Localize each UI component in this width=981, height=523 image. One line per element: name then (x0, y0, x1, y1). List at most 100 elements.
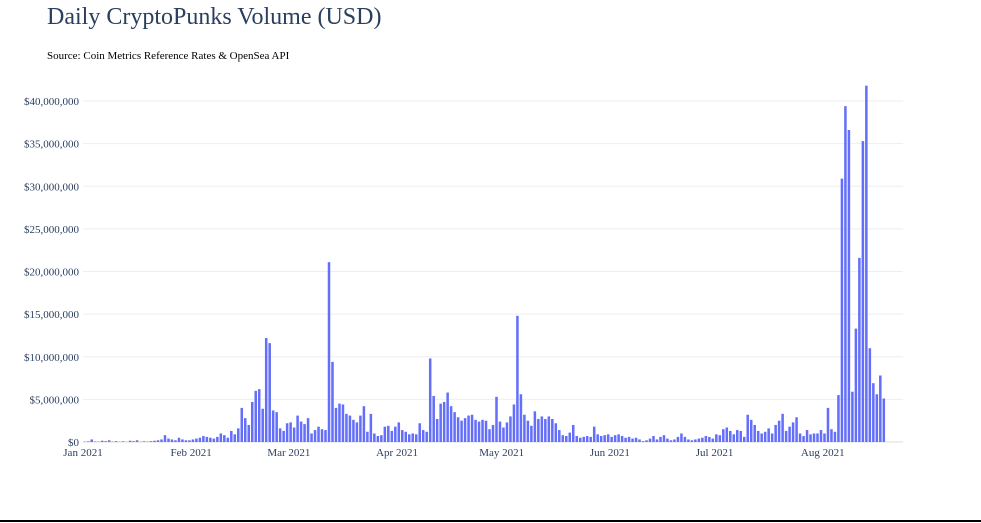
volume-bar[interactable] (383, 426, 387, 442)
volume-bar[interactable] (879, 375, 882, 442)
volume-bar[interactable] (565, 436, 568, 442)
volume-bar[interactable] (477, 421, 481, 442)
volume-bar[interactable] (610, 436, 613, 442)
volume-bar[interactable] (359, 415, 362, 442)
volume-bar[interactable] (578, 437, 582, 442)
volume-bar[interactable] (683, 436, 687, 442)
volume-bar[interactable] (303, 424, 306, 442)
volume-bar[interactable] (837, 395, 840, 442)
volume-bar[interactable] (292, 427, 296, 442)
volume-bar[interactable] (219, 433, 223, 442)
volume-bar[interactable] (666, 438, 669, 442)
volume-bar[interactable] (659, 436, 662, 442)
volume-bar[interactable] (512, 404, 516, 442)
volume-bar[interactable] (805, 430, 809, 442)
volume-bar[interactable] (851, 391, 854, 442)
volume-bar[interactable] (753, 424, 756, 442)
volume-bar[interactable] (687, 439, 690, 442)
volume-bar[interactable] (655, 439, 659, 442)
volume-bar[interactable] (195, 438, 198, 442)
volume-bar[interactable] (233, 434, 237, 442)
volume-bar[interactable] (390, 430, 394, 442)
volume-bar[interactable] (205, 436, 209, 442)
volume-bar[interactable] (456, 417, 460, 442)
volume-bar[interactable] (729, 430, 732, 442)
volume-bar[interactable] (526, 420, 530, 442)
volume-bar[interactable] (596, 434, 599, 442)
volume-bar[interactable] (296, 415, 299, 442)
volume-bar[interactable] (313, 430, 317, 442)
volume-bar[interactable] (149, 441, 153, 442)
volume-bar[interactable] (781, 413, 784, 442)
volume-bar[interactable] (592, 426, 596, 442)
volume-bar[interactable] (261, 408, 264, 442)
volume-bar[interactable] (551, 418, 554, 442)
volume-bar[interactable] (463, 418, 467, 442)
volume-bar[interactable] (285, 423, 289, 442)
volume-bar[interactable] (701, 437, 704, 442)
volume-bar[interactable] (334, 407, 338, 442)
volume-bar[interactable] (142, 441, 146, 442)
volume-bar[interactable] (777, 420, 781, 442)
volume-bar[interactable] (844, 106, 847, 443)
volume-bar[interactable] (491, 424, 495, 442)
volume-bar[interactable] (411, 433, 415, 442)
volume-bar[interactable] (697, 438, 701, 442)
volume-bar[interactable] (823, 433, 826, 442)
volume-bar[interactable] (746, 414, 749, 442)
volume-bar[interactable] (268, 343, 271, 442)
volume-bar[interactable] (104, 441, 107, 442)
volume-bar[interactable] (114, 441, 118, 442)
volume-bar[interactable] (568, 432, 572, 442)
volume-bar[interactable] (153, 440, 156, 442)
volume-bar[interactable] (230, 430, 233, 442)
volume-bar[interactable] (191, 439, 195, 442)
volume-bar[interactable] (519, 394, 523, 442)
volume-bar[interactable] (467, 415, 470, 442)
volume-bar[interactable] (861, 141, 865, 442)
volume-bar[interactable] (715, 434, 718, 442)
volume-bar[interactable] (348, 415, 352, 442)
volume-bar[interactable] (460, 420, 463, 442)
volume-bar[interactable] (819, 430, 823, 442)
volume-bar[interactable] (770, 433, 774, 442)
volume-bar[interactable] (530, 425, 533, 442)
volume-bar[interactable] (188, 440, 191, 442)
volume-bar[interactable] (254, 390, 257, 442)
volume-bar[interactable] (641, 441, 645, 442)
volume-bar[interactable] (498, 421, 502, 442)
volume-bar[interactable] (711, 438, 715, 442)
volume-bar[interactable] (865, 85, 868, 442)
volume-bar[interactable] (788, 426, 791, 442)
volume-bar[interactable] (331, 361, 334, 442)
volume-bar[interactable] (320, 429, 324, 442)
volume-bar[interactable] (376, 436, 380, 442)
volume-bar[interactable] (380, 435, 383, 442)
volume-bar[interactable] (634, 437, 638, 442)
volume-bar[interactable] (421, 430, 425, 442)
volume-bar[interactable] (428, 358, 432, 442)
volume-bar[interactable] (184, 440, 188, 442)
volume-bar[interactable] (310, 433, 313, 442)
volume-bar[interactable] (533, 411, 537, 442)
volume-bar[interactable] (240, 407, 244, 442)
volume-bar[interactable] (306, 418, 310, 442)
volume-bar[interactable] (774, 424, 777, 442)
volume-bar[interactable] (327, 262, 331, 442)
volume-bar[interactable] (798, 433, 802, 442)
volume-bar[interactable] (585, 436, 589, 442)
volume-bar[interactable] (439, 403, 442, 442)
volume-bar[interactable] (732, 434, 736, 442)
volume-bar[interactable] (847, 130, 851, 442)
volume-bar[interactable] (362, 406, 366, 442)
volume-bar[interactable] (167, 438, 170, 442)
volume-bar[interactable] (209, 437, 212, 442)
volume-bar[interactable] (135, 440, 139, 442)
volume-bar[interactable] (278, 428, 282, 442)
volume-bar[interactable] (216, 436, 219, 442)
volume-bar[interactable] (418, 423, 421, 442)
volume-bar[interactable] (345, 413, 348, 442)
volume-bar[interactable] (571, 424, 575, 442)
volume-bar[interactable] (690, 440, 694, 442)
volume-bar[interactable] (449, 406, 453, 442)
